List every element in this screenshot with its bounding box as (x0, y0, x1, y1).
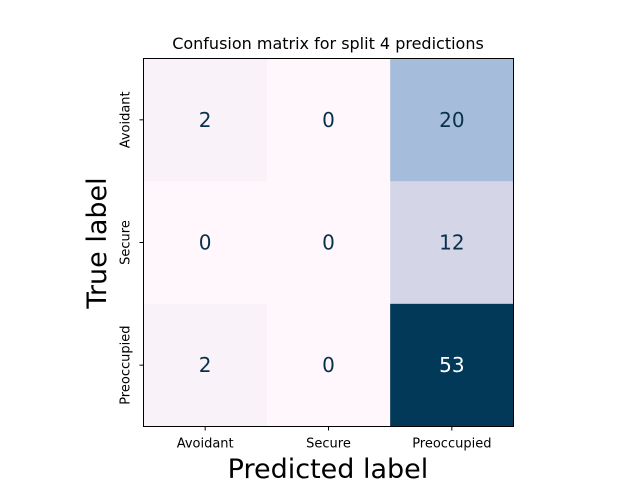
heatmap-cell (390, 303, 514, 427)
x-axis-ticks: Avoidant Secure Preoccupied (177, 426, 491, 452)
heatmap-cell-value: 0 (322, 353, 335, 377)
heatmap-cell-value: 0 (199, 231, 212, 255)
heatmap-cell (266, 303, 391, 427)
heatmap-cell-value: 2 (199, 353, 212, 377)
heatmap-cell-value: 20 (439, 108, 464, 132)
heatmap-cell-value: 0 (322, 108, 335, 132)
x-tick-label: Preoccupied (412, 437, 491, 452)
chart-title: Confusion matrix for split 4 predictions (172, 34, 484, 53)
heatmap-cell (390, 58, 514, 182)
y-axis-label: True label (82, 177, 113, 309)
y-tick-label: Secure (119, 220, 134, 265)
heatmap-cells (143, 58, 514, 427)
heatmap-cell (143, 303, 268, 427)
heatmap-cell-value: 53 (439, 353, 464, 377)
heatmap-cell-labels: 2 0 200 0 122 0 53 (199, 108, 465, 377)
x-tick-label: Secure (306, 437, 351, 452)
heatmap-cell (390, 181, 514, 305)
heatmap-cell (143, 58, 268, 182)
y-axis-ticks: Avoidant Secure Preoccupied (119, 91, 144, 405)
x-axis-label: Predicted label (228, 454, 429, 480)
heatmap-cell-value: 12 (439, 231, 464, 255)
x-tick-label: Avoidant (177, 437, 234, 452)
heatmap-cell-value: 2 (199, 108, 212, 132)
heatmap-cell (266, 58, 391, 182)
y-tick-label: Preoccupied (119, 326, 134, 405)
heatmap-cell (266, 181, 391, 305)
heatmap-cell-value: 0 (322, 231, 335, 255)
heatmap-cell (143, 181, 268, 305)
y-tick-label: Avoidant (119, 91, 134, 148)
